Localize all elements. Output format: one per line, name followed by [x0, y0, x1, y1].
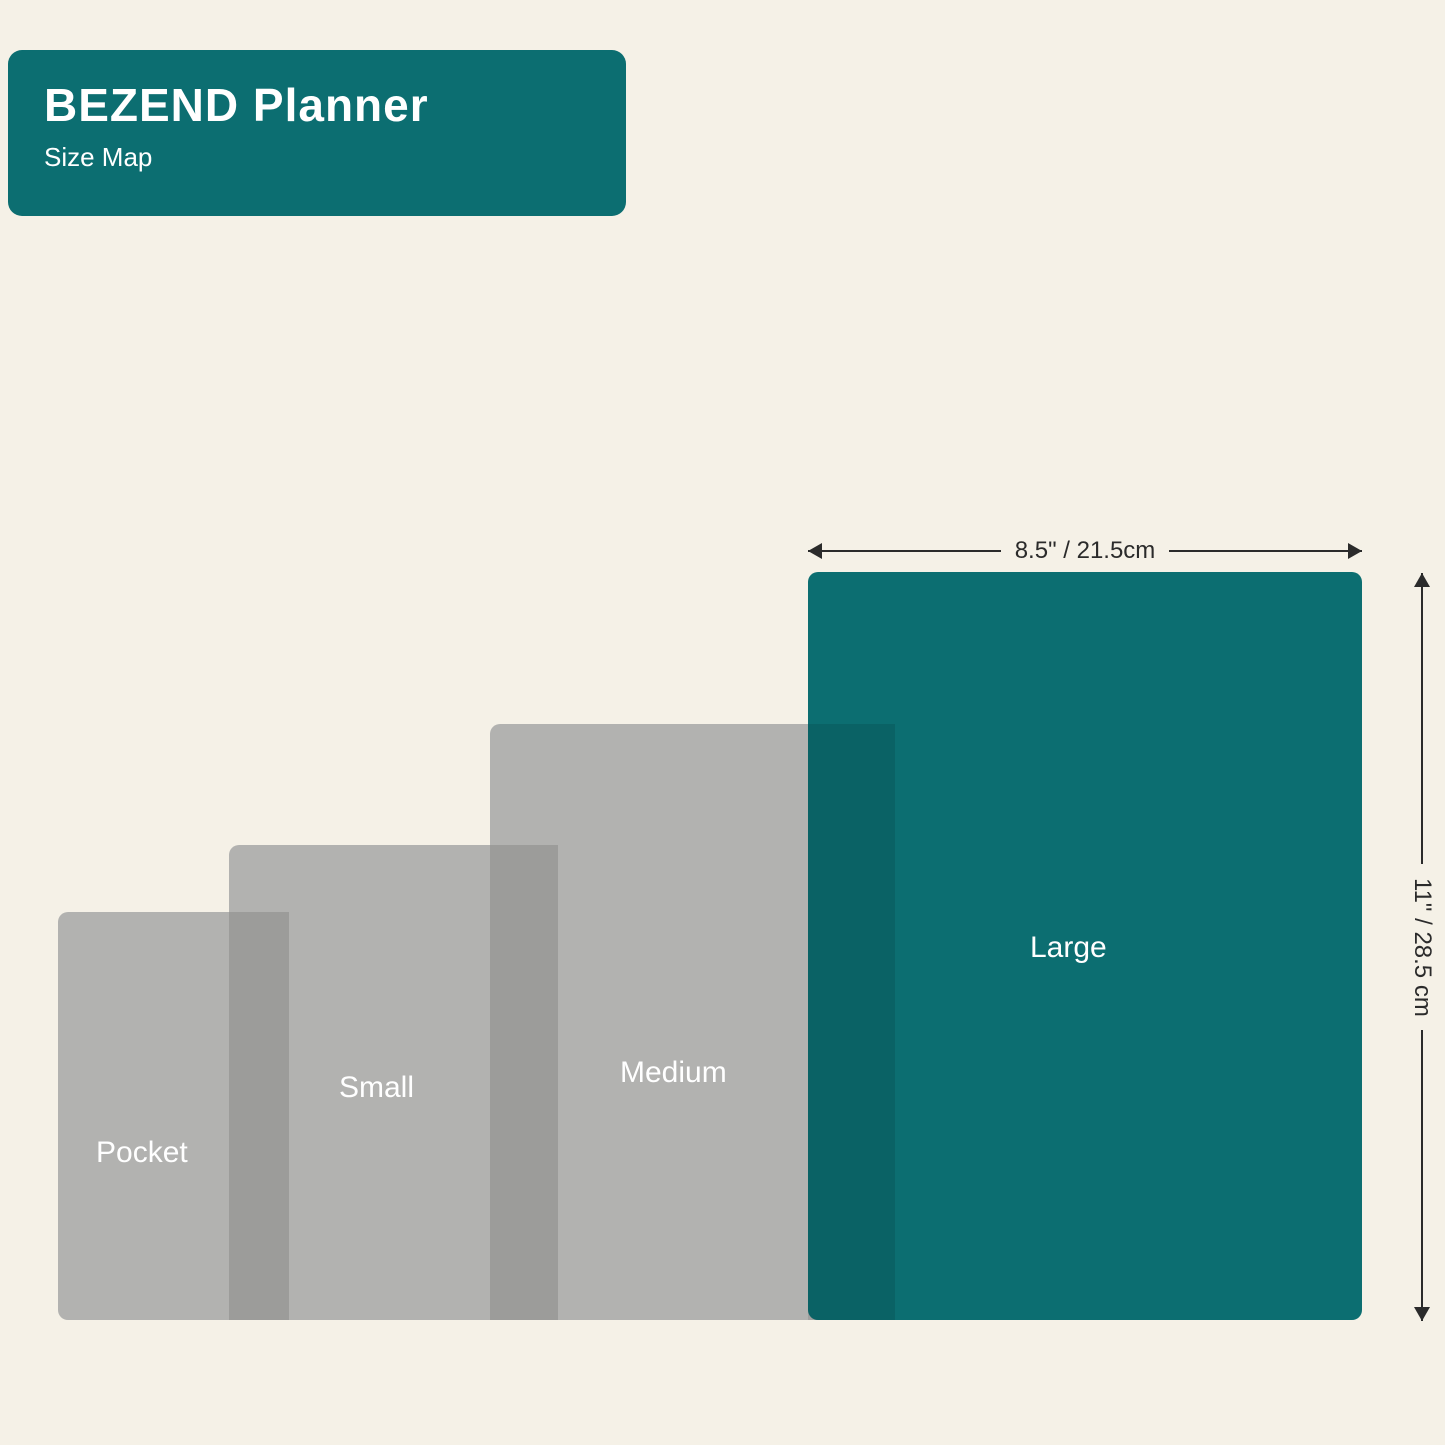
size-label-large: Large	[1030, 931, 1107, 965]
size-label-medium: Medium	[620, 1056, 727, 1090]
size-rect-large: Large	[808, 572, 1362, 1320]
height-measurement: 11" / 28.5 cm	[1392, 573, 1445, 1321]
size-map-diagram: BEZEND Planner Size Map Pocket Small Med…	[0, 0, 1445, 1445]
size-label-pocket: Pocket	[96, 1136, 188, 1170]
width-measurement-label: 8.5" / 21.5cm	[1001, 537, 1170, 565]
size-label-small: Small	[339, 1071, 414, 1105]
page-title: BEZEND Planner	[44, 78, 590, 132]
height-measurement-label: 11" / 28.5 cm	[1408, 864, 1436, 1031]
header-banner: BEZEND Planner Size Map	[8, 50, 626, 216]
width-measurement: 8.5" / 21.5cm	[808, 537, 1362, 565]
page-subtitle: Size Map	[44, 142, 590, 173]
